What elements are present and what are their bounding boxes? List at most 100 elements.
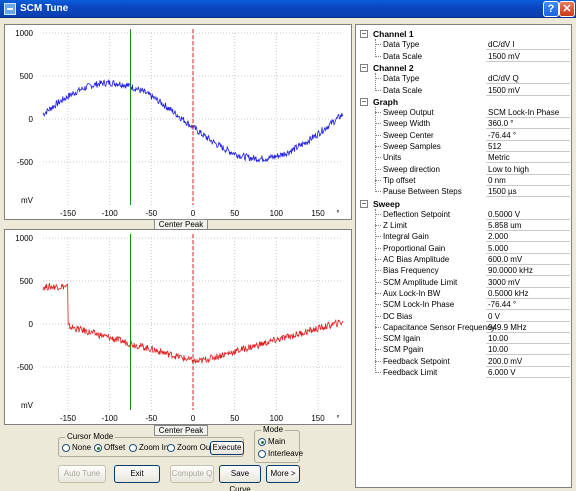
property-row[interactable]: Aux Lock-In BW 0.5000 kHz: [356, 288, 571, 299]
property-row[interactable]: Sweep direction Low to high: [356, 164, 571, 175]
property-value[interactable]: 6.000 V: [486, 367, 570, 378]
tree-connector: [375, 315, 381, 317]
property-group[interactable]: − Channel 1: [356, 28, 571, 39]
property-group[interactable]: − Graph: [356, 96, 571, 107]
property-value[interactable]: 1500 mV: [486, 51, 570, 62]
property-value[interactable]: 1500 mV: [486, 85, 570, 96]
help-button[interactable]: ?: [543, 1, 559, 17]
property-row[interactable]: SCM Pgain 10.00: [356, 344, 571, 356]
properties-panel[interactable]: − Channel 1 Data Type dC/dV I Data Scale 1500…: [355, 24, 572, 488]
property-row[interactable]: SCM Lock-In Phase -76.44 °: [356, 299, 571, 311]
property-row[interactable]: Integral Gain 2.000: [356, 231, 571, 243]
property-row[interactable]: Tip offset 0 nm: [356, 175, 571, 186]
property-value[interactable]: 949.9 MHz: [486, 322, 570, 333]
property-value[interactable]: 360.0 °: [486, 118, 570, 130]
property-row[interactable]: Feedback Setpoint 200.0 mV: [356, 356, 571, 367]
property-value[interactable]: 0.5000 kHz: [486, 288, 570, 299]
property-value[interactable]: 5.000: [486, 243, 570, 254]
property-value[interactable]: 2.000: [486, 231, 570, 243]
property-value[interactable]: dC/dV Q: [486, 73, 570, 85]
exit-button[interactable]: Exit: [114, 465, 160, 483]
tree-connector: [375, 44, 381, 46]
cursor-none-radio[interactable]: None: [62, 443, 91, 452]
property-value[interactable]: 90.0000 kHz: [486, 265, 570, 277]
property-value[interactable]: 200.0 mV: [486, 356, 570, 367]
property-label: Sweep direction: [383, 164, 440, 174]
property-row[interactable]: Proportional Gain 5.000: [356, 243, 571, 254]
property-row[interactable]: SCM Amplitude Limit 3000 mV: [356, 277, 571, 288]
property-value[interactable]: 10.00: [486, 344, 570, 356]
property-label: SCM Pgain: [383, 345, 424, 355]
close-button[interactable]: ✕: [559, 1, 575, 17]
property-row[interactable]: Data Type dC/dV I: [356, 39, 571, 51]
property-row[interactable]: AC Bias Amplitude 600.0 mV: [356, 254, 571, 265]
auto-tune-button[interactable]: Auto Tune: [58, 465, 106, 483]
property-label: Data Scale: [383, 85, 423, 95]
collapse-icon[interactable]: −: [360, 96, 368, 106]
execute-button[interactable]: Execute: [210, 441, 244, 455]
property-row[interactable]: Feedback Limit 6.000 V: [356, 367, 571, 378]
property-value[interactable]: 512: [486, 141, 570, 152]
property-value[interactable]: 10.00: [486, 333, 570, 345]
property-group-label: Channel 1: [373, 29, 414, 39]
property-row[interactable]: Sweep Center -76.44 °: [356, 130, 571, 141]
collapse-icon[interactable]: −: [360, 198, 368, 208]
property-row[interactable]: Deflection Setpoint 0.5000 V: [356, 209, 571, 220]
bottom-plot[interactable]: 1000 500 0 -500 mV -150 -100 -50 0 50 100 150 °: [4, 229, 352, 425]
property-row[interactable]: Sweep Output SCM Lock-In Phase: [356, 107, 571, 119]
collapse-icon[interactable]: −: [360, 62, 368, 72]
property-value[interactable]: 5.858 um: [486, 220, 570, 232]
mode-main-radio[interactable]: Main: [258, 437, 285, 446]
property-row[interactable]: Pause Between Steps 1500 µs: [356, 186, 571, 198]
property-value[interactable]: SCM Lock-In Phase: [486, 107, 570, 119]
property-label: Data Type: [383, 74, 420, 84]
property-row[interactable]: Sweep Samples 512: [356, 141, 571, 152]
property-group[interactable]: − Channel 2: [356, 62, 571, 73]
cursor-offset-radio[interactable]: Offset: [94, 443, 125, 452]
x-tick-label: -50: [146, 209, 158, 218]
property-row[interactable]: Data Type dC/dV Q: [356, 73, 571, 85]
save-curve-button[interactable]: Save Curve: [219, 465, 261, 491]
property-value[interactable]: Low to high: [486, 164, 570, 175]
property-label: Bias Frequency: [383, 266, 439, 276]
property-label: Deflection Setpoint: [383, 209, 451, 219]
x-tick-label: 100: [270, 209, 284, 218]
property-row[interactable]: Data Scale 1500 mV: [356, 51, 571, 62]
collapse-icon[interactable]: −: [360, 29, 368, 38]
property-value[interactable]: 0 nm: [486, 175, 570, 186]
property-row[interactable]: Z Limit 5.858 um: [356, 220, 571, 232]
property-value[interactable]: 3000 mV: [486, 277, 570, 288]
top-plot[interactable]: 1000 500 0 -500 mV -150 -100 -50 0 50 100 150 °: [4, 24, 352, 220]
property-row[interactable]: Sweep Width 360.0 °: [356, 118, 571, 130]
title-bar[interactable]: SCM Tune ? ✕: [0, 0, 576, 18]
cursor-zoom-in-radio[interactable]: Zoom In: [129, 443, 168, 452]
property-group[interactable]: − Sweep: [356, 198, 571, 209]
tree-connector: [375, 123, 381, 125]
more-button[interactable]: More >: [266, 465, 300, 483]
property-row[interactable]: Units Metric: [356, 152, 571, 164]
property-value[interactable]: -76.44 °: [486, 130, 570, 141]
property-row[interactable]: Bias Frequency 90.0000 kHz: [356, 265, 571, 277]
property-row[interactable]: Capacitance Sensor Frequency 949.9 MHz: [356, 322, 571, 333]
tree-connector: [375, 349, 381, 351]
radio-dot-selected: [94, 443, 102, 452]
property-value[interactable]: 600.0 mV: [486, 254, 570, 265]
property-row[interactable]: SCM Igain 10.00: [356, 333, 571, 345]
x-tick-label: 50: [230, 414, 239, 423]
compute-q-button[interactable]: Compute Q: [170, 465, 214, 483]
cursor-zoom-out-radio[interactable]: Zoom Out: [167, 443, 213, 452]
property-value[interactable]: 0.5000 V: [486, 209, 570, 220]
property-value[interactable]: 0 V: [486, 311, 570, 322]
property-value[interactable]: dC/dV I: [486, 39, 570, 51]
property-value[interactable]: Metric: [486, 152, 570, 164]
property-value[interactable]: -76.44 °: [486, 299, 570, 311]
property-value[interactable]: 1500 µs: [486, 186, 570, 198]
tree-connector: [375, 236, 381, 238]
property-label: Sweep Samples: [383, 142, 441, 151]
property-row[interactable]: DC Bias 0 V: [356, 311, 571, 322]
center-peak-button-bottom[interactable]: Center Peak: [154, 425, 208, 436]
property-row[interactable]: Data Scale 1500 mV: [356, 85, 571, 96]
mode-interleave-radio[interactable]: Interleave: [258, 449, 303, 458]
